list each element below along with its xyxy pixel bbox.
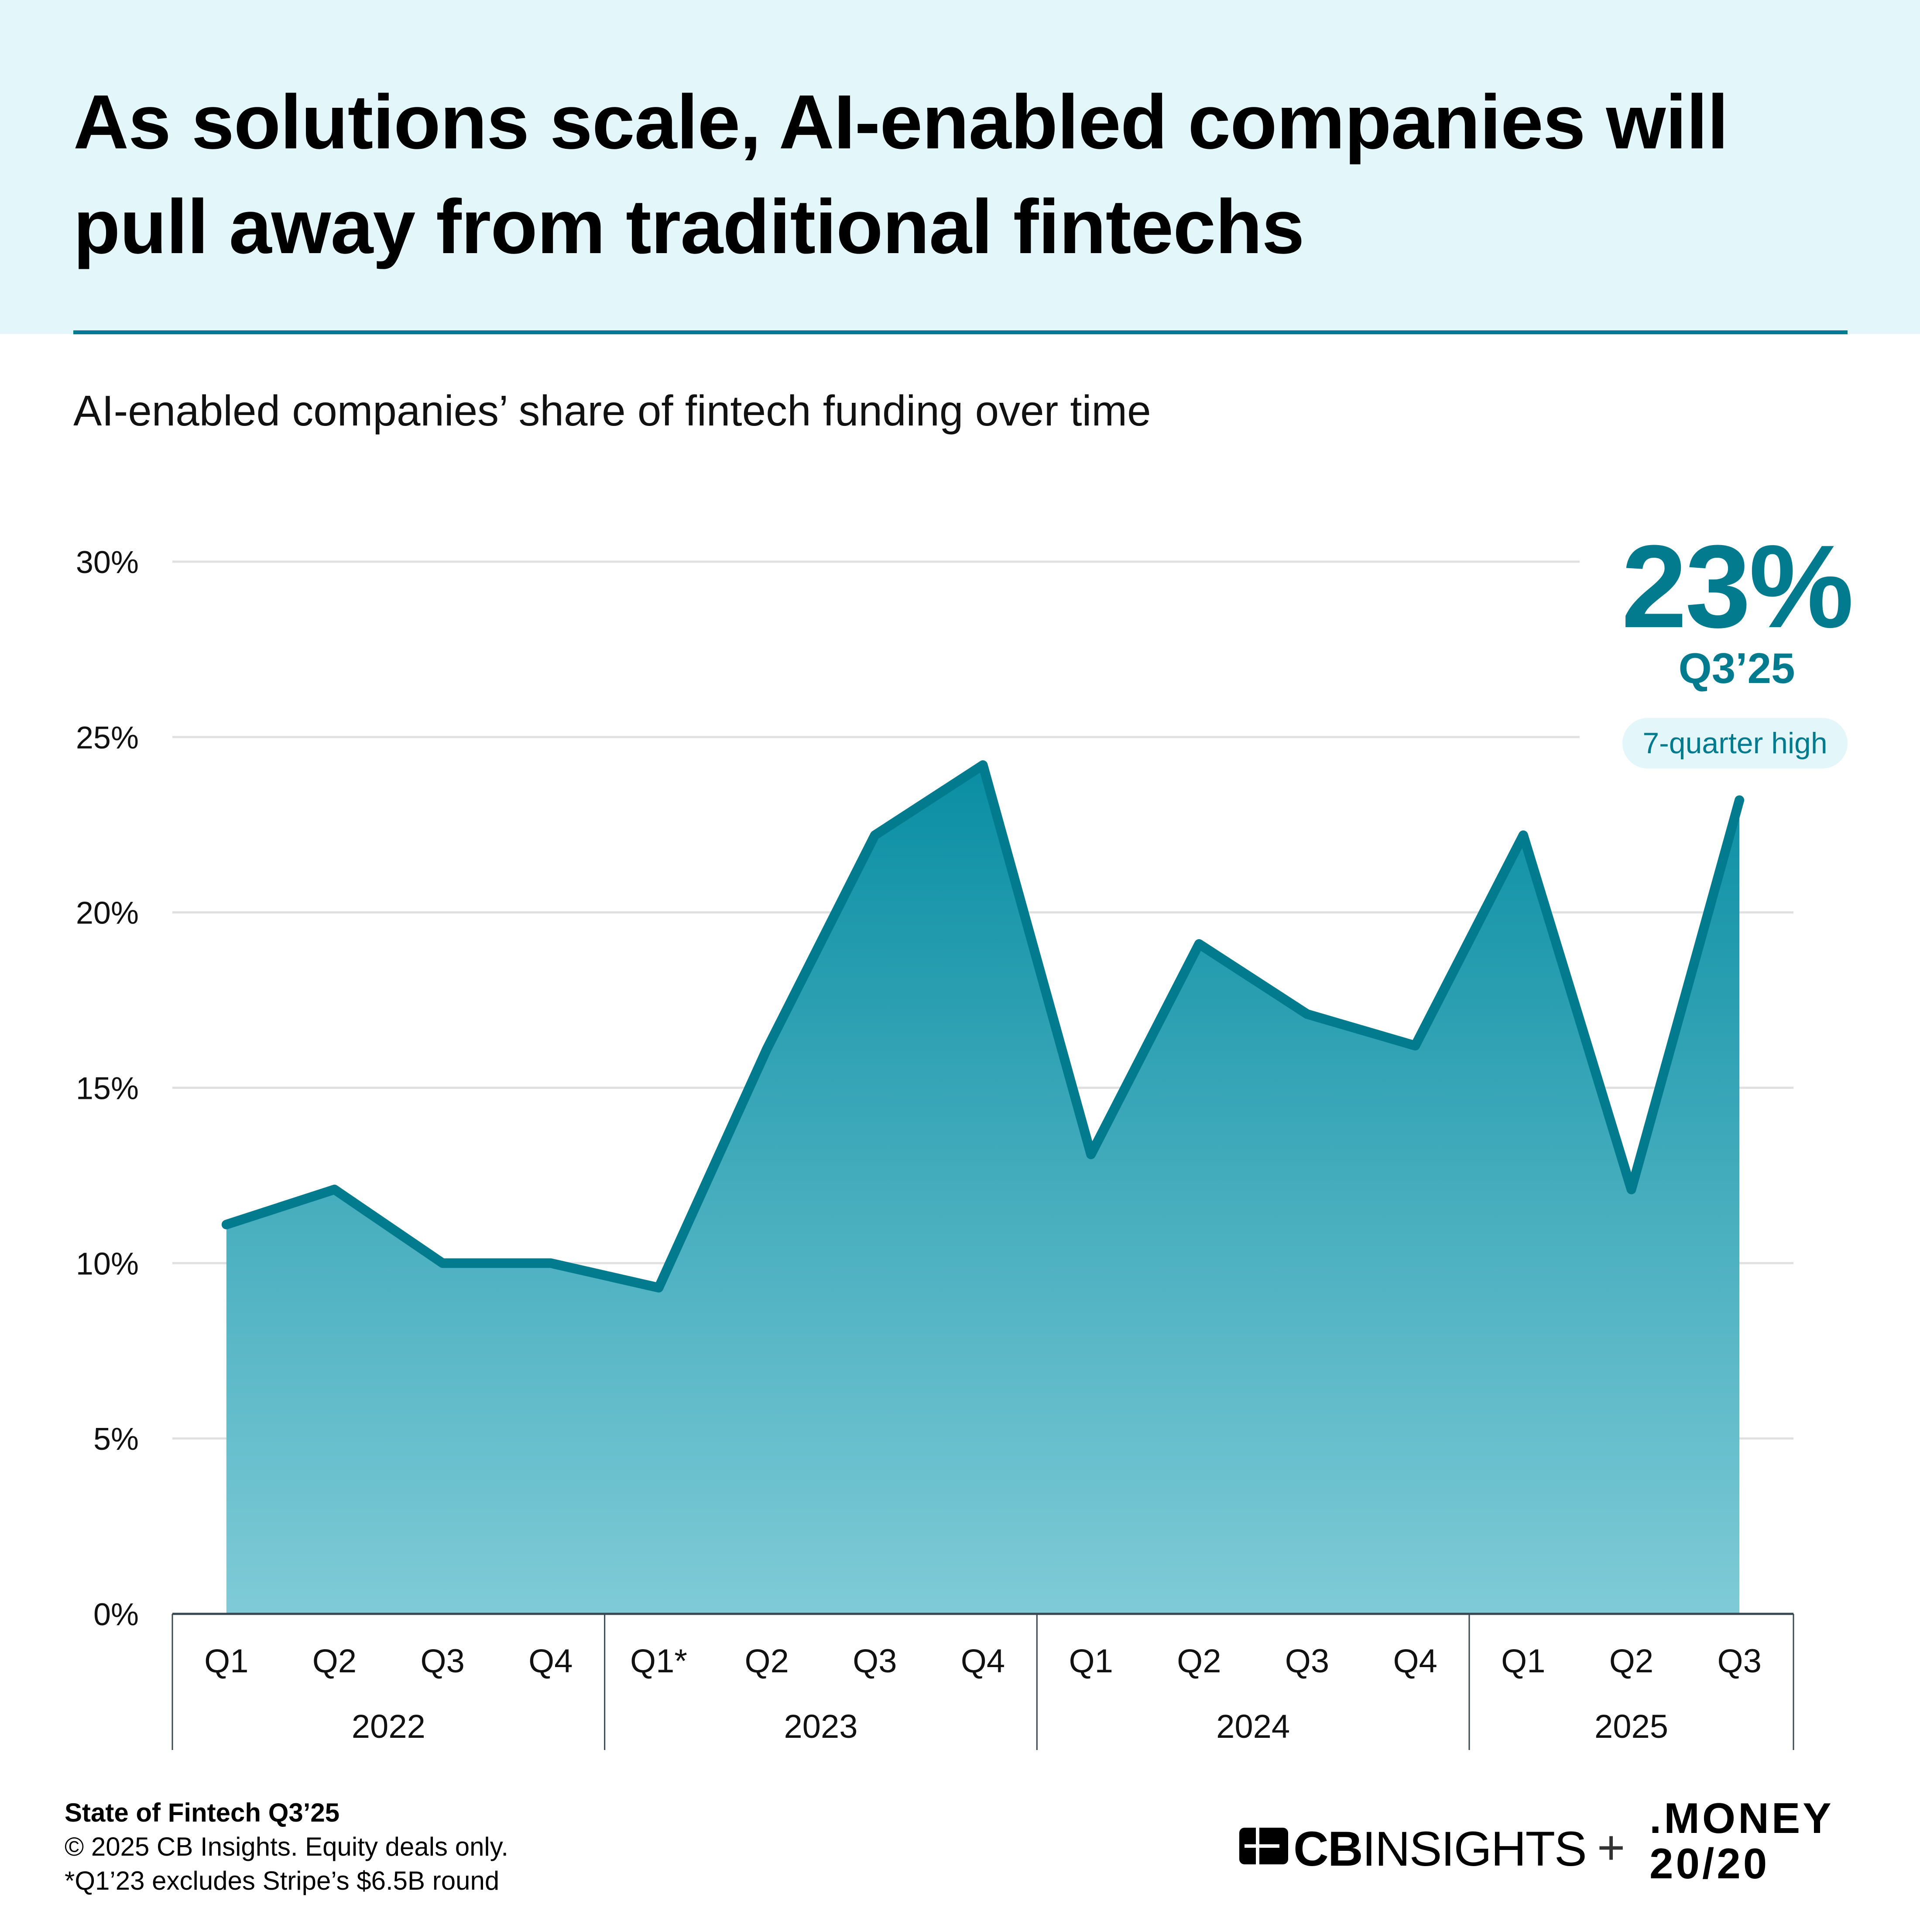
y-tick-label: 25%	[76, 721, 139, 755]
x-group-label: 2025	[1594, 1708, 1668, 1745]
cb-logo-bold: CB	[1293, 1822, 1363, 1876]
cb-insights-logo: CBINSIGHTS	[1293, 1821, 1587, 1877]
callout-period: Q3’25	[1678, 644, 1795, 692]
x-tick-label: Q2	[312, 1643, 357, 1680]
x-group-label: 2023	[784, 1708, 857, 1745]
header-band: As solutions scale, AI-enabled companies…	[0, 0, 1920, 334]
x-tick-label: Q2	[1177, 1643, 1221, 1680]
callout-badge: 7-quarter high	[1622, 718, 1848, 769]
x-tick-label: Q1	[1501, 1643, 1545, 1680]
y-tick-label: 0%	[93, 1597, 139, 1632]
x-group-label: 2022	[352, 1708, 425, 1745]
x-tick-label: Q1*	[630, 1643, 687, 1680]
money2020-line2: 20/20	[1649, 1839, 1770, 1887]
y-tick-label: 10%	[76, 1246, 139, 1281]
plus-sign: +	[1597, 1821, 1625, 1874]
x-tick-label: Q3	[420, 1643, 464, 1680]
money2020-line1: .MONEY	[1649, 1794, 1834, 1842]
footer-note: *Q1’23 excludes Stripe’s $6.5B round	[65, 1866, 500, 1895]
footer-report: State of Fintech Q3’25	[65, 1798, 340, 1827]
x-tick-label: Q4	[961, 1643, 1005, 1680]
chart-subtitle: AI-enabled companies’ share of fintech f…	[73, 387, 1151, 435]
y-tick-label: 20%	[76, 896, 139, 931]
x-tick-label: Q4	[1393, 1643, 1437, 1680]
x-tick-label: Q2	[744, 1643, 789, 1680]
x-tick-label: Q3	[1285, 1643, 1329, 1680]
y-tick-label: 5%	[93, 1422, 139, 1457]
x-tick-label: Q1	[204, 1643, 248, 1680]
page-title: As solutions scale, AI-enabled companies…	[73, 79, 1728, 270]
footer-notes: State of Fintech Q3’25 © 2025 CB Insight…	[65, 1796, 508, 1898]
cb-insights-logo-icon	[1239, 1828, 1288, 1864]
footer-copyright: © 2025 CB Insights. Equity deals only.	[65, 1832, 508, 1861]
x-group-label: 2024	[1216, 1708, 1290, 1745]
x-tick-label: Q3	[1717, 1643, 1761, 1680]
x-tick-label: Q1	[1069, 1643, 1113, 1680]
y-tick-label: 30%	[76, 545, 139, 580]
money2020-logo: .MONEY 20/20	[1649, 1795, 1834, 1886]
partner-logos: CBINSIGHTS + .MONEY 20/20	[1239, 1795, 1859, 1890]
callout-value: 23%	[1621, 521, 1854, 652]
area-fill	[226, 765, 1740, 1614]
title-divider	[73, 330, 1848, 334]
x-tick-label: Q3	[853, 1643, 897, 1680]
x-tick-label: Q4	[528, 1643, 573, 1680]
cb-logo-light: INSIGHTS	[1362, 1822, 1587, 1876]
y-tick-label: 15%	[76, 1071, 139, 1106]
x-tick-label: Q2	[1609, 1643, 1653, 1680]
